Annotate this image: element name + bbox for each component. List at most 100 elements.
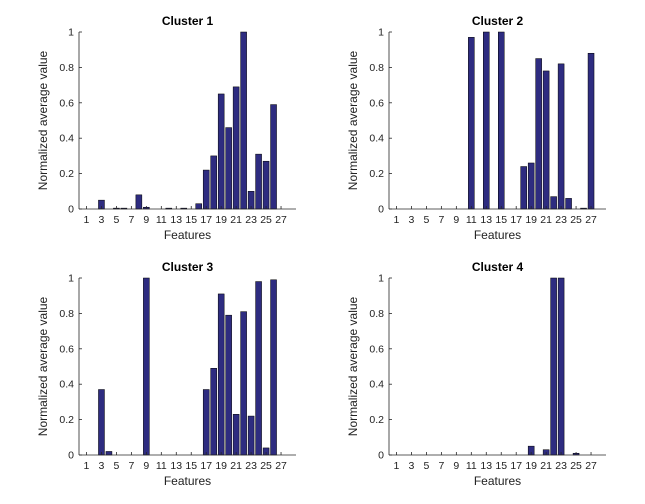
bar-feature-22 [550,196,557,210]
x-tick-label: 13 [480,460,492,472]
bar-feature-27 [587,52,595,210]
bar-feature-8 [135,194,143,210]
x-tick-label: 13 [480,214,492,226]
x-tick-label: 1 [84,214,90,226]
bar-feature-22 [550,277,557,456]
x-tick-label: 15 [495,460,507,472]
x-tick-label: 17 [510,460,522,472]
x-tick-label: 11 [156,460,167,472]
bar-feature-20 [535,58,542,210]
x-tick-label: 25 [570,214,582,226]
y-tick-label: 0.2 [59,168,74,180]
x-tick-label: 1 [394,460,400,472]
y-axis-label: Normalized average value [346,296,360,436]
chart-title: Cluster 3 [162,260,214,274]
x-tick-label: 5 [423,460,429,472]
y-tick-label: 0.6 [369,343,384,355]
bar-feature-24 [255,281,262,456]
bar-feature-9 [143,277,150,456]
x-tick-label: 21 [230,214,242,226]
x-tick-label: 7 [438,214,444,226]
bar-feature-3 [98,389,105,456]
y-tick-label: 0.8 [369,308,384,320]
bar-feature-26 [270,279,277,456]
x-tick-label: 15 [495,214,507,226]
y-tick-label: 0.4 [59,133,74,145]
y-tick-label: 0.4 [59,379,74,391]
x-tick-label: 9 [143,214,149,226]
y-tick-label: 0.6 [59,343,74,355]
x-tick-label: 27 [585,460,597,472]
x-tick-label: 23 [555,460,567,472]
y-tick-label: 1 [378,27,384,39]
x-axis-label: Features [474,228,521,242]
chart-panel-1: 00.20.40.60.811 3 5 7 9 11 13 15 17 19 21 23 25 27Clu… [36,14,296,242]
x-tick-label: 25 [570,460,582,472]
bar-feature-21 [542,70,550,210]
x-tick-label: 19 [215,460,227,472]
x-tick-label: 3 [409,460,415,472]
y-tick-label: 1 [68,27,74,39]
x-tick-label: 21 [230,460,242,472]
x-tick-label: 27 [585,214,597,226]
x-tick-label: 13 [170,460,182,472]
bar-feature-22 [240,311,247,456]
bar-feature-19 [217,293,225,456]
x-tick-label: 19 [525,214,537,226]
bar-feature-18 [210,155,217,210]
x-tick-label: 3 [99,214,105,226]
x-tick-label: 7 [128,460,134,472]
bar-feature-21 [232,86,240,210]
y-tick-label: 0.8 [59,308,74,320]
x-tick-label: 27 [275,460,287,472]
chart-title: Cluster 1 [162,14,214,28]
chart-title: Cluster 2 [472,14,524,28]
bar-feature-21 [232,414,240,456]
bar-feature-18 [520,166,527,210]
y-tick-label: 0.2 [369,168,384,180]
bar-feature-23 [557,277,565,456]
x-tick-label: 23 [555,214,567,226]
y-tick-label: 0.6 [59,97,74,109]
y-tick-label: 1 [68,273,74,285]
x-tick-label: 1 [84,460,90,472]
x-tick-label: 17 [200,460,212,472]
bar-feature-13 [483,31,490,210]
x-tick-label: 27 [275,214,287,226]
chart-title: Cluster 4 [472,260,524,274]
x-tick-label: 15 [185,460,197,472]
bar-feature-15 [498,31,505,210]
x-tick-label: 3 [99,460,105,472]
bar-feature-22 [240,31,247,210]
y-axis-label: Normalized average value [346,50,360,190]
x-tick-label: 13 [170,214,182,226]
x-tick-label: 21 [540,460,552,472]
y-tick-label: 0.2 [59,414,74,426]
chart-panel-3: 00.20.40.60.811 3 5 7 9 11 13 15 17 19 21 23 25 27Clu… [36,260,296,488]
y-tick-label: 0.6 [369,97,384,109]
y-axis-label: Normalized average value [36,50,50,190]
bar-feature-19 [527,162,535,210]
x-tick-label: 1 [394,214,400,226]
x-tick-label: 23 [245,214,257,226]
x-tick-label: 19 [215,214,227,226]
chart-panel-2: 00.20.40.60.811 3 5 7 9 11 13 15 17 19 21 23 25 27Clu… [346,14,606,242]
y-tick-label: 0.4 [369,133,384,145]
bar-feature-20 [225,314,232,456]
x-tick-label: 9 [453,214,459,226]
x-axis-label: Features [164,474,211,488]
bar-feature-19 [217,93,225,210]
chart-panel-4: 00.20.40.60.811 3 5 7 9 11 13 15 17 19 21 23 25 27Clu… [346,260,606,488]
x-tick-label: 7 [128,214,134,226]
bar-feature-23 [247,415,255,456]
x-tick-label: 9 [143,460,149,472]
bar-feature-17 [202,169,210,210]
x-tick-label: 17 [510,214,522,226]
bar-feature-24 [565,198,572,210]
bar-feature-25 [262,160,270,210]
x-tick-label: 17 [200,214,212,226]
x-axis-label: Features [164,228,211,242]
x-tick-label: 21 [540,214,552,226]
x-tick-label: 19 [525,460,537,472]
x-tick-label: 5 [113,460,119,472]
